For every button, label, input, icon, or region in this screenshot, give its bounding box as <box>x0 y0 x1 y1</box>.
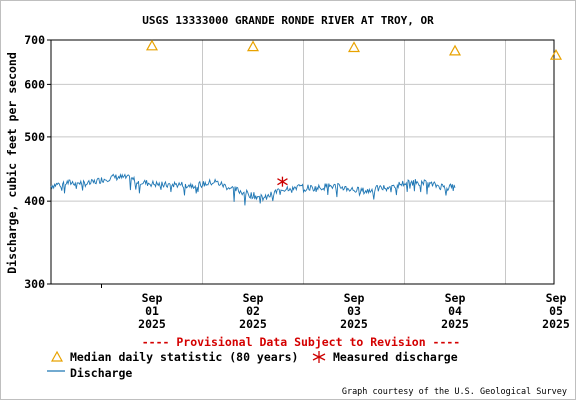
x-tick-text: Sep <box>546 291 567 305</box>
discharge-legend-label: Discharge <box>70 366 132 380</box>
x-tick-text: Sep <box>445 291 466 305</box>
y-tick-label: 500 <box>24 130 45 144</box>
x-tick-text: Sep <box>344 291 365 305</box>
median-legend-label: Median daily statistic (80 years) <box>70 350 298 364</box>
x-tick-text: Sep <box>243 291 264 305</box>
measured-point-stroke <box>277 178 288 186</box>
x-tick-text: 02 <box>246 304 260 318</box>
grid-lines <box>51 40 554 284</box>
measured-point <box>277 176 288 187</box>
x-tick-text: Sep <box>142 291 163 305</box>
measured-legend-asterisk-icon <box>312 351 326 363</box>
y-tick-label: 300 <box>24 277 45 291</box>
chart-title: USGS 13333000 GRANDE RONDE RIVER AT TROY… <box>142 14 434 27</box>
y-axis-ticks: 700 600 500 400 300 <box>24 33 51 291</box>
median-point <box>448 44 462 56</box>
y-tick-label: 400 <box>24 194 45 208</box>
median-point <box>549 48 563 60</box>
x-tick-text: 04 <box>448 304 462 318</box>
measured-legend-label: Measured discharge <box>333 350 458 364</box>
y-tick-label: 700 <box>24 33 45 47</box>
x-tick-text: 01 <box>145 304 159 318</box>
plot-area <box>50 39 555 285</box>
provisional-note: ---- Provisional Data Subject to Revisio… <box>142 335 461 349</box>
x-tick-text: 2025 <box>542 317 570 331</box>
median-point <box>347 41 361 53</box>
median-legend-triangle-icon <box>50 350 64 362</box>
usgs-credit: Graph courtesy of the U.S. Geological Su… <box>342 387 567 397</box>
median-point <box>145 39 159 51</box>
x-axis-ticks: Sep012025Sep022025Sep032025Sep042025Sep0… <box>101 284 570 331</box>
discharge-series-line <box>50 172 456 206</box>
median-point <box>246 40 260 52</box>
y-tick-label: 600 <box>24 77 45 91</box>
y-axis-label: Discharge, cubic feet per second <box>5 52 19 274</box>
x-tick-text: 2025 <box>441 317 469 331</box>
series-layer <box>50 39 563 206</box>
x-tick-text: 2025 <box>340 317 368 331</box>
legend: Median daily statistic (80 years) Measur… <box>47 350 458 380</box>
x-tick-text: 03 <box>347 304 361 318</box>
x-tick-text: 05 <box>549 304 563 318</box>
x-tick-text: 2025 <box>138 317 166 331</box>
x-tick-text: 2025 <box>239 317 267 331</box>
